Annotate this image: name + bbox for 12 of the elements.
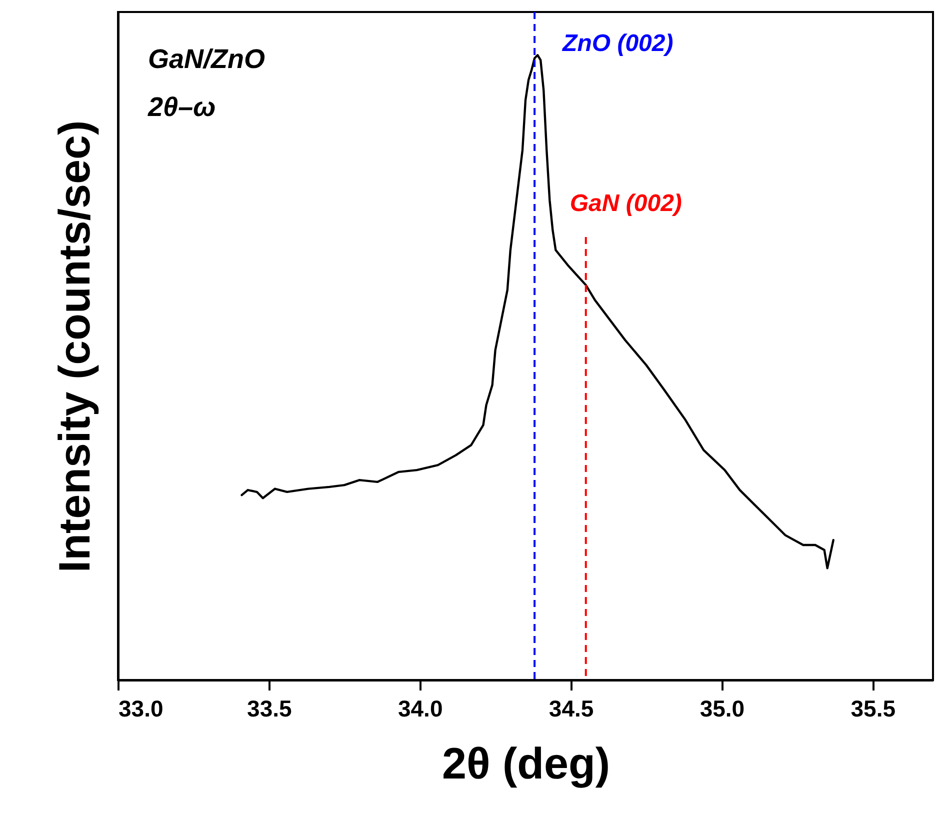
annotation: 2θ–ω: [147, 92, 216, 122]
y-axis-title: Intensity (counts/sec): [50, 120, 100, 573]
ref-line-label: ZnO (002): [562, 30, 674, 57]
x-tick-label: 35.5: [850, 696, 896, 722]
x-tick-label: 34.0: [398, 696, 443, 722]
annotation: GaN/ZnO: [148, 44, 266, 74]
x-tick-label: 33.5: [247, 696, 292, 722]
x-tick-label: 33.0: [118, 696, 164, 722]
x-tick-label: 34.5: [548, 696, 594, 722]
x-axis-title: 2θ (deg): [442, 740, 610, 788]
ref-line-label: GaN (002): [570, 190, 682, 217]
x-tick-label: 35.0: [700, 696, 745, 722]
